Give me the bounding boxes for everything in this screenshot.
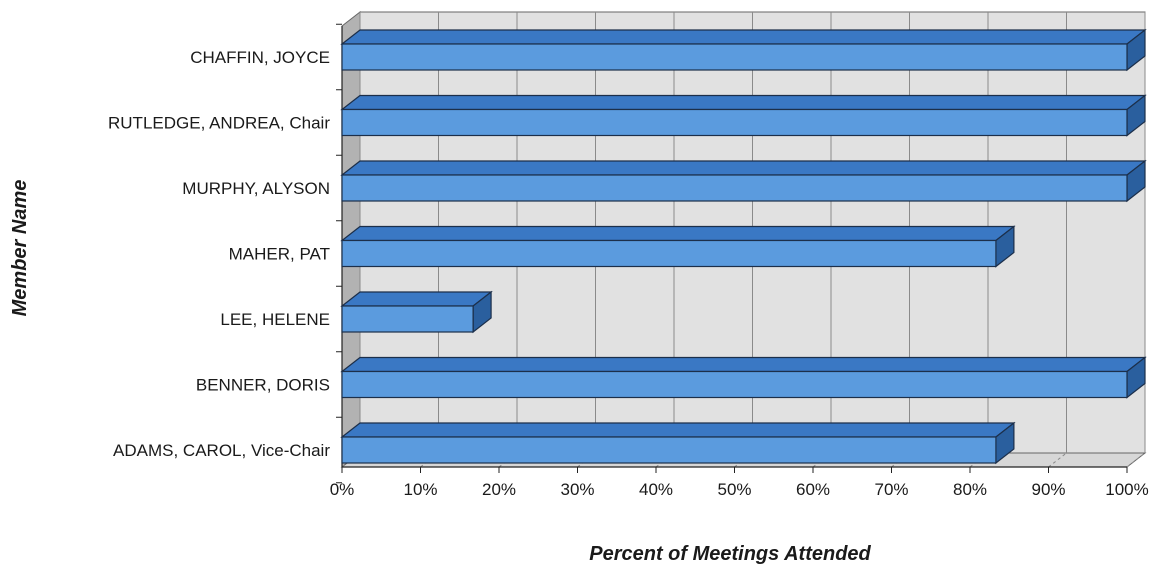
bar-top [340,422,1016,438]
x-tick-label: 100% [1105,480,1148,499]
bar [340,94,1147,137]
bar-front [341,370,1128,399]
x-tick-label: 30% [560,480,594,499]
category-labels: CHAFFIN, JOYCE RUTLEDGE, ANDREA, Chair MUR… [108,48,330,460]
bar [340,225,1016,268]
bar [340,28,1147,72]
bar-front [341,436,997,464]
bar-front [341,108,1128,137]
bar [340,159,1147,203]
bar-top [340,291,493,307]
bar-top [340,94,1147,111]
x-tick-label: 20% [482,480,516,499]
x-tick-label: 10% [403,480,437,499]
x-axis-title: Percent of Meetings Attended [589,543,871,565]
bar [340,290,493,334]
x-tick-label: 0% [330,480,355,499]
bar-top [340,356,1147,373]
category-label: BENNER, DORIS [196,376,330,395]
y-axis-title: Member Name [9,180,31,317]
bars [340,28,1147,465]
category-label: CHAFFIN, JOYCE [190,48,330,67]
category-label: RUTLEDGE, ANDREA, Chair [108,114,330,133]
bar-front [341,174,1128,202]
bar [340,421,1016,465]
bar-front [341,43,1128,71]
bar-top [340,160,1147,176]
category-label: LEE, HELENE [220,310,330,329]
category-label: ADAMS, CAROL, Vice-Chair [113,441,330,460]
x-tick-label: 80% [953,480,987,499]
floor-gridline [1126,452,1146,468]
x-tick-labels: 0% 10% 20% 30% 40% 50% 60% 70% 80% 90% 100% [330,480,1149,499]
bar-front [341,305,474,333]
x-tick-label: 60% [796,480,830,499]
bar-top [340,29,1147,45]
category-label: MAHER, PAT [229,245,330,264]
x-tick-label: 50% [717,480,751,499]
bar-top [340,225,1016,242]
x-tick-label: 70% [874,480,908,499]
bar-front [341,239,997,268]
category-label: MURPHY, ALYSON [182,179,330,198]
floor-gridline [1048,452,1067,468]
x-tick-label: 90% [1031,480,1065,499]
bar [340,356,1147,399]
x-tick-label: 40% [639,480,673,499]
